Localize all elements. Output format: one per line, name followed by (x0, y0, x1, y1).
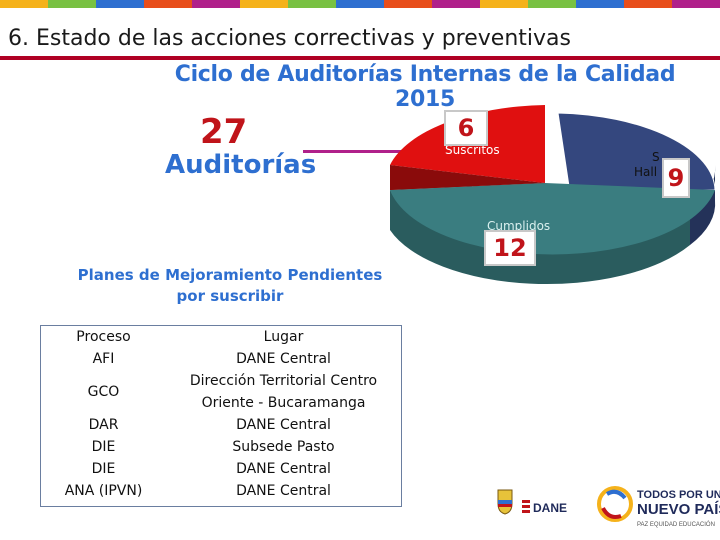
slice-sin-hallazgos (557, 112, 716, 194)
stripe-segment (384, 0, 432, 8)
cell-proceso: GCO (87, 384, 120, 400)
pending-plans-label: Planes de Mejoramiento Pendientes por su… (70, 265, 390, 307)
callout-suscritos: 6 (444, 110, 488, 146)
header-proceso: Proceso (76, 329, 131, 345)
cell-proceso: AFI (92, 351, 115, 367)
cell-lugar: Subsede Pasto (232, 439, 335, 455)
cell-proceso: DIE (91, 439, 116, 455)
pending-label-line2: por suscribir (176, 287, 284, 305)
table-row: DIE Subsede Pasto (41, 436, 401, 458)
pointer-line (303, 150, 425, 153)
stripe-segment (528, 0, 576, 8)
cell-lugar: DANE Central (236, 461, 331, 477)
stripe-segment (0, 0, 48, 8)
stripe-segment (672, 0, 720, 8)
callout-sin-hallazgos: 9 (662, 158, 690, 198)
cell-proceso: DIE (91, 461, 116, 477)
header-lugar: Lugar (263, 329, 304, 345)
label-sin: S (652, 150, 660, 164)
stripe-segment (480, 0, 528, 8)
audits-count: 27 (200, 112, 248, 152)
footer-logos: DANE TODOS POR UN NUEVO PAÍS PAZ EQUIDAD… (497, 486, 720, 528)
top-color-stripe (0, 0, 720, 8)
slice-suscritos-lower (390, 165, 545, 190)
stripe-segment (48, 0, 96, 8)
cell-lugar: DANE Central (236, 417, 331, 433)
stripe-segment (96, 0, 144, 8)
slide-title: 6. Estado de las acciones correctivas y … (8, 26, 571, 51)
table-header-row: Proceso Lugar (41, 326, 401, 348)
gov-tagline: PAZ EQUIDAD EDUCACIÓN (637, 521, 715, 528)
stripe-segment (288, 0, 336, 8)
dane-logo-text: DANE (533, 501, 567, 515)
pie-chart (390, 105, 716, 285)
stripe-segment (432, 0, 480, 8)
table-row: GCO Dirección Territorial Centro Oriente… (41, 370, 401, 414)
cell-proceso: ANA (IPVN) (64, 483, 143, 499)
gov-line2: NUEVO PAÍS (637, 501, 720, 518)
cell-lugar: DANE Central (236, 483, 331, 499)
pending-label-line1: Planes de Mejoramiento Pendientes (77, 266, 383, 284)
cell-proceso: DAR (88, 417, 119, 433)
stripe-segment (144, 0, 192, 8)
label-hallazgos: Hall (634, 165, 658, 179)
slice-cumplidos (390, 183, 715, 255)
label-suscritos: Suscritos (445, 143, 500, 157)
title-bar: 6. Estado de las acciones correctivas y … (0, 16, 720, 60)
stripe-segment (624, 0, 672, 8)
stripe-segment (576, 0, 624, 8)
callout-cumplidos: 12 (484, 230, 536, 266)
table-row: DIE DANE Central (41, 458, 401, 480)
colombia-shield-icon (497, 489, 513, 515)
slice-side-cumplidos (390, 190, 690, 285)
chart-subtitle: Ciclo de Auditorías Internas de la Calid… (174, 62, 676, 112)
gov-line1: TODOS POR UN (637, 489, 720, 501)
table-row: DAR DANE Central (41, 414, 401, 436)
pending-plans-table: Proceso Lugar AFI DANE Central GCO Direc… (40, 325, 402, 507)
gov-logo-icon (597, 486, 633, 522)
cell-lugar: Dirección Territorial Centro Oriente - B… (189, 373, 378, 411)
dane-logo: DANE (522, 500, 567, 515)
stripe-segment (192, 0, 240, 8)
stripe-segment (240, 0, 288, 8)
cell-lugar: DANE Central (236, 351, 331, 367)
table-row: AFI DANE Central (41, 348, 401, 370)
audits-label: Auditorías (165, 150, 317, 180)
stripe-segment (336, 0, 384, 8)
label-cumplidos: Cumplidos (487, 219, 551, 233)
table-row: ANA (IPVN) DANE Central (41, 480, 401, 502)
